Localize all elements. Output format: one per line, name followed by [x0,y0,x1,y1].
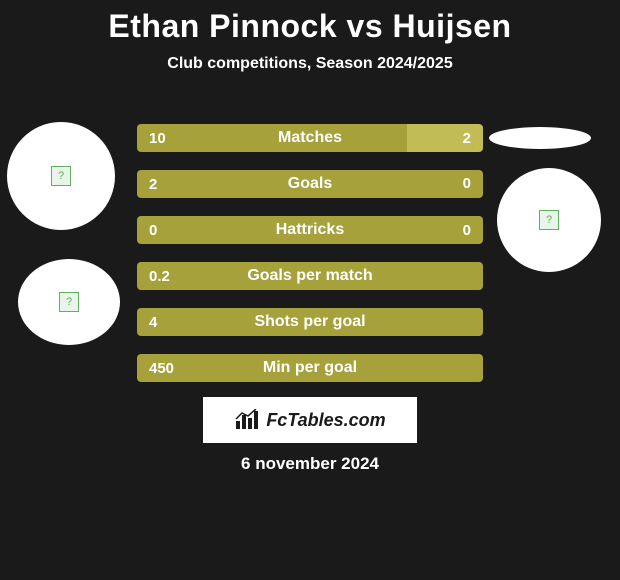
player-avatar-right-1: ? [497,168,601,272]
player-avatar-left-2: ? [18,259,120,345]
stat-left-value: 2 [137,170,483,198]
page-title: Ethan Pinnock vs Huijsen [0,0,620,45]
logo-text: FcTables.com [266,410,385,431]
image-placeholder-icon: ? [539,210,559,230]
stat-row: 102Matches [137,124,483,152]
stat-row: 20Goals [137,170,483,198]
date-label: 6 november 2024 [0,454,620,474]
stat-left-value: 0 [137,216,310,244]
image-placeholder-icon: ? [51,166,71,186]
image-placeholder-icon: ? [59,292,79,312]
stat-row: 00Hattricks [137,216,483,244]
stat-left-value: 450 [137,354,483,382]
stat-right-value: 0 [463,170,471,198]
page-subtitle: Club competitions, Season 2024/2025 [0,55,620,73]
stat-left-value: 4 [137,308,483,336]
stat-left-value: 0.2 [137,262,483,290]
stat-row: 450Min per goal [137,354,483,382]
player-avatar-left-1: ? [7,122,115,230]
fctables-logo: FcTables.com [203,397,417,443]
player-avatar-right-ellipse [489,127,591,149]
stat-right-value: 0 [310,216,483,244]
stat-row: 4Shots per goal [137,308,483,336]
stat-row: 0.2Goals per match [137,262,483,290]
chart-icon [234,409,260,431]
stat-right-value: 2 [407,124,483,152]
comparison-bars: 102Matches 20Goals 00Hattricks 0.2Goals per… [137,124,483,400]
stat-left-value: 10 [137,124,407,152]
